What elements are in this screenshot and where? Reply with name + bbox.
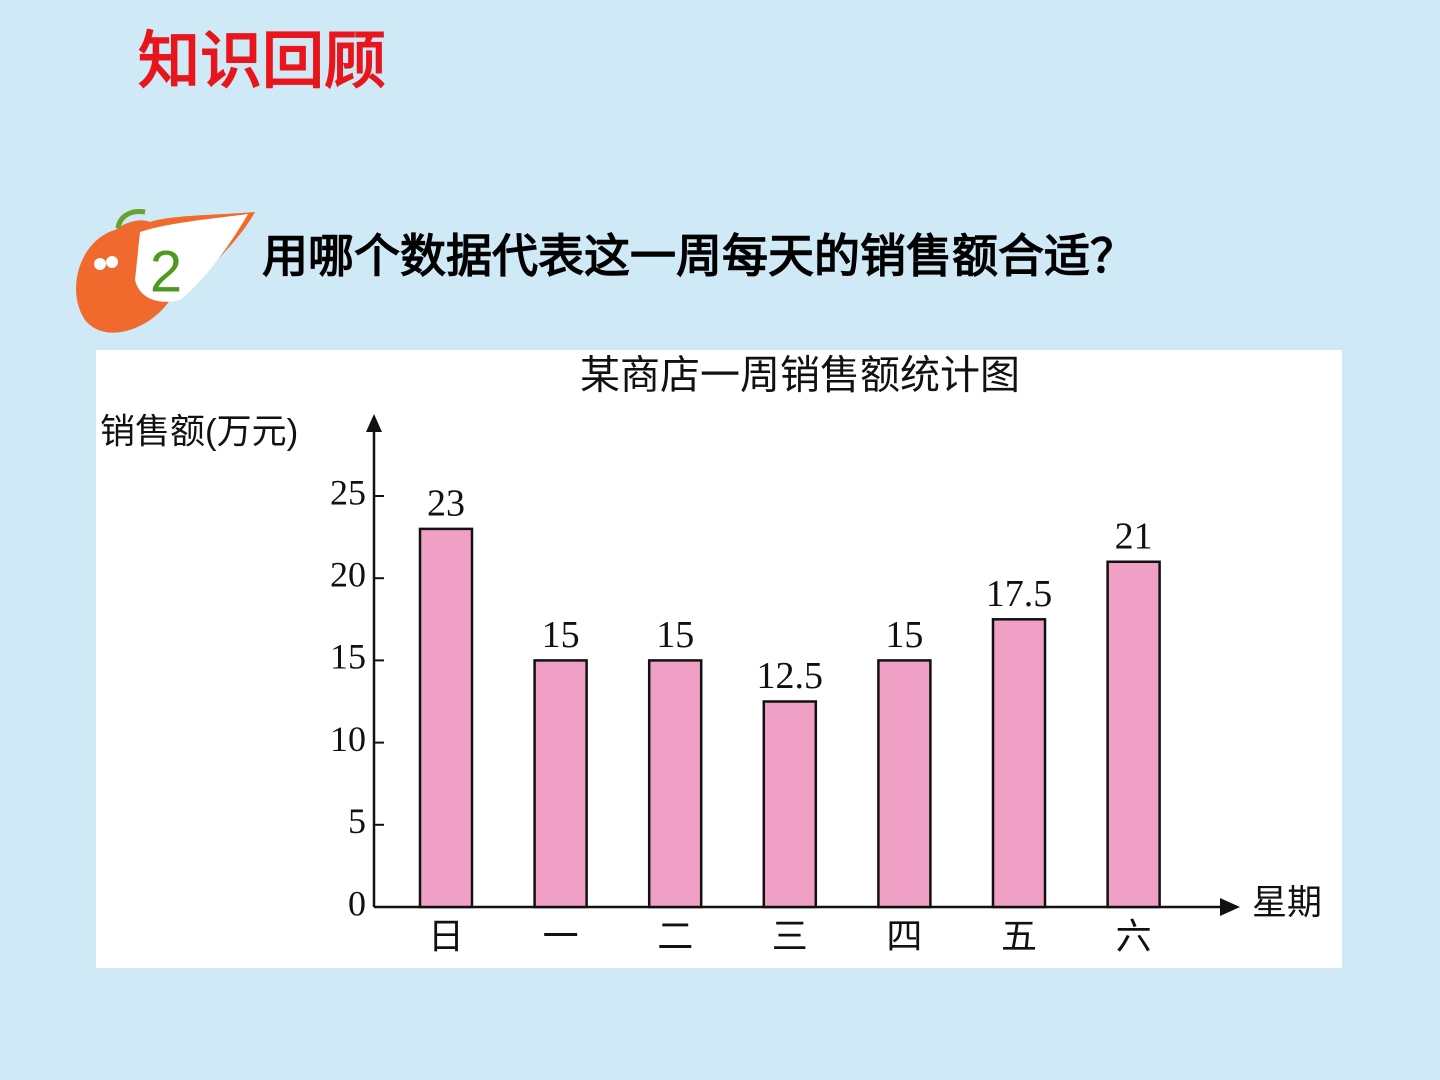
number-icon: [76, 209, 255, 333]
y-tick-label: 20: [330, 554, 366, 594]
question-number: 2: [150, 239, 182, 304]
icon-stem: [115, 209, 146, 229]
bar: [533, 659, 588, 909]
y-tick-label: 25: [330, 472, 366, 512]
y-tick-label: 15: [330, 637, 366, 677]
x-tick-label: 三: [772, 916, 808, 956]
value-label: 15: [656, 614, 694, 656]
x-tick-label: 四: [886, 916, 922, 956]
bar: [647, 659, 703, 909]
y-axis-arrow: [366, 414, 382, 432]
bar: [877, 659, 932, 909]
y-tick-label: 5: [348, 801, 366, 841]
value-label: 15: [885, 614, 923, 656]
icon-card: [135, 214, 248, 302]
y-axis-label: 销售额(万元): [100, 412, 298, 451]
y-tick-label: 10: [330, 719, 366, 759]
heading: 知识回顾: [138, 27, 386, 96]
x-tick-label: 五: [1001, 916, 1037, 956]
x-tick-label: 六: [1116, 916, 1152, 956]
x-tick-label: 日: [428, 916, 464, 956]
value-label: 15: [542, 614, 580, 656]
question: 用哪个数据代表这一周每天的销售额合适？: [262, 230, 1136, 282]
x-tick-label: 一: [543, 916, 579, 956]
icon-eye: [94, 258, 106, 270]
bar: [762, 700, 818, 909]
x-axis-label: 星期: [1252, 883, 1322, 922]
chart-title: 某商店一周销售额统计图: [580, 354, 1020, 398]
value-label: 17.5: [986, 573, 1053, 615]
value-label: 23: [427, 483, 465, 525]
x-axis-arrow: [1220, 898, 1240, 916]
value-label: 21: [1115, 515, 1153, 557]
bar: [418, 527, 474, 909]
icon-eye: [106, 256, 118, 268]
y-tick-label: 0: [348, 883, 366, 923]
value-label: 12.5: [757, 655, 824, 697]
bar: [991, 618, 1047, 909]
x-tick-label: 二: [657, 916, 693, 956]
bar: [1106, 560, 1161, 909]
